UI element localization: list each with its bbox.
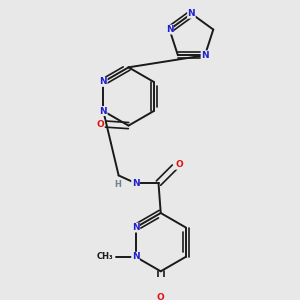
Text: N: N [166,25,173,34]
Text: O: O [157,293,165,300]
Text: N: N [132,252,139,261]
Text: N: N [100,77,107,86]
Text: N: N [132,178,139,188]
Text: O: O [96,120,104,129]
Text: O: O [175,160,183,169]
Text: H: H [114,180,121,189]
Text: N: N [132,223,139,232]
Text: CH₃: CH₃ [97,252,113,261]
Text: N: N [201,51,209,60]
Text: N: N [188,9,195,18]
Text: N: N [100,106,107,116]
